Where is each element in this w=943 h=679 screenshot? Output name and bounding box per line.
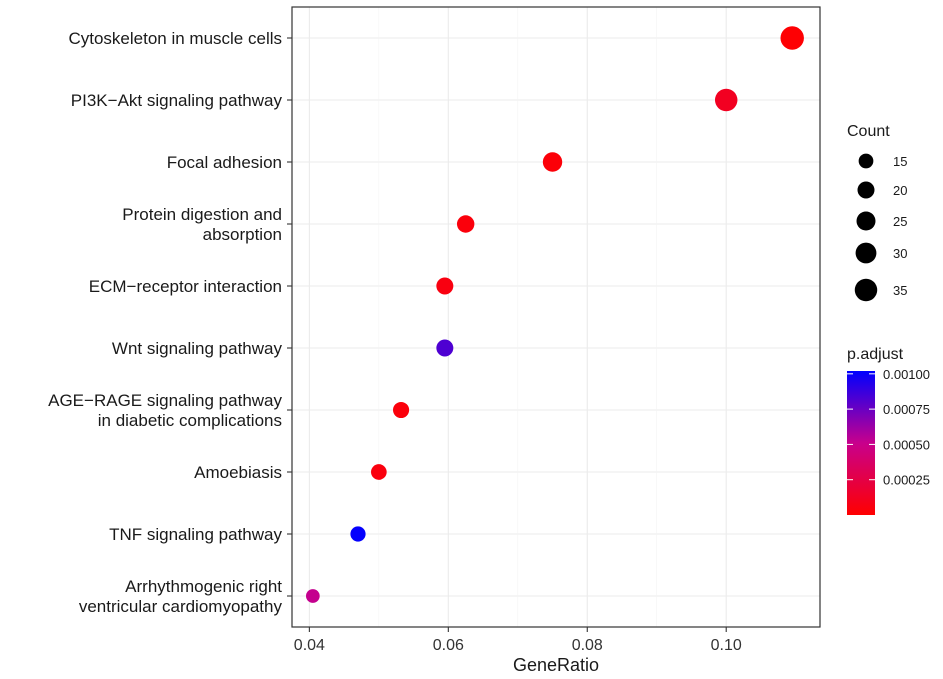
category-label: Protein digestion and [122, 205, 282, 224]
count-legend: Count 15 20 25 30 35 [847, 123, 907, 302]
plot-border [291, 6, 821, 628]
category-label: PI3K−Akt signaling pathway [71, 91, 283, 110]
count-legend-dot [855, 242, 877, 264]
data-point [542, 152, 563, 172]
count-legend-dot [856, 211, 876, 231]
p-adjust-legend: p.adjust 0.00025 0.00050 0.00075 0.00100 [847, 346, 930, 515]
category-label: TNF signaling pathway [109, 525, 282, 544]
p-adjust-legend-label: 0.00075 [883, 402, 930, 417]
count-legend-title: Count [847, 123, 890, 140]
category-label: Cytoskeleton in muscle cells [68, 29, 282, 48]
category-label: in diabetic complications [98, 411, 282, 430]
category-label: Focal adhesion [167, 153, 282, 172]
x-tick-label: 0.06 [433, 637, 464, 654]
x-axis: 0.04 0.06 0.08 0.10 [294, 627, 742, 654]
x-tick-label: 0.04 [294, 637, 325, 654]
data-point [456, 215, 475, 233]
category-label: Amoebiasis [194, 463, 282, 482]
category-label: ECM−receptor interaction [89, 277, 282, 296]
p-adjust-legend-title: p.adjust [847, 346, 904, 363]
data-point [371, 464, 387, 480]
data-point [714, 88, 738, 112]
data-point [350, 526, 366, 542]
data-point [393, 401, 410, 419]
x-tick-label: 0.08 [572, 637, 603, 654]
x-tick-label: 0.10 [711, 637, 742, 654]
x-axis-title: GeneRatio [513, 655, 599, 675]
category-label: AGE−RAGE signaling pathway [48, 391, 282, 410]
data-point [436, 339, 454, 357]
category-label: ventricular cardiomyopathy [79, 597, 283, 616]
count-legend-label: 25 [893, 214, 907, 229]
p-adjust-legend-label: 0.00100 [883, 367, 930, 382]
data-point [780, 26, 804, 50]
data-point [436, 277, 454, 295]
count-legend-dot [857, 181, 875, 199]
category-label: Wnt signaling pathway [112, 339, 283, 358]
category-label: absorption [203, 225, 282, 244]
count-legend-dot [854, 278, 878, 302]
count-legend-dot [858, 153, 874, 169]
category-label: Arrhythmogenic right [125, 577, 282, 596]
plot-panel [292, 7, 820, 627]
count-legend-label: 35 [893, 283, 907, 298]
p-adjust-legend-label: 0.00050 [883, 437, 930, 452]
count-legend-label: 20 [893, 183, 907, 198]
data-points [305, 26, 804, 603]
p-adjust-legend-label: 0.00025 [883, 473, 930, 488]
count-legend-label: 30 [893, 246, 907, 261]
p-adjust-colorbar [847, 371, 875, 515]
count-legend-label: 15 [893, 154, 907, 169]
y-axis: Cytoskeleton in muscle cells PI3K−Akt sig… [48, 29, 292, 616]
data-point [305, 589, 320, 603]
